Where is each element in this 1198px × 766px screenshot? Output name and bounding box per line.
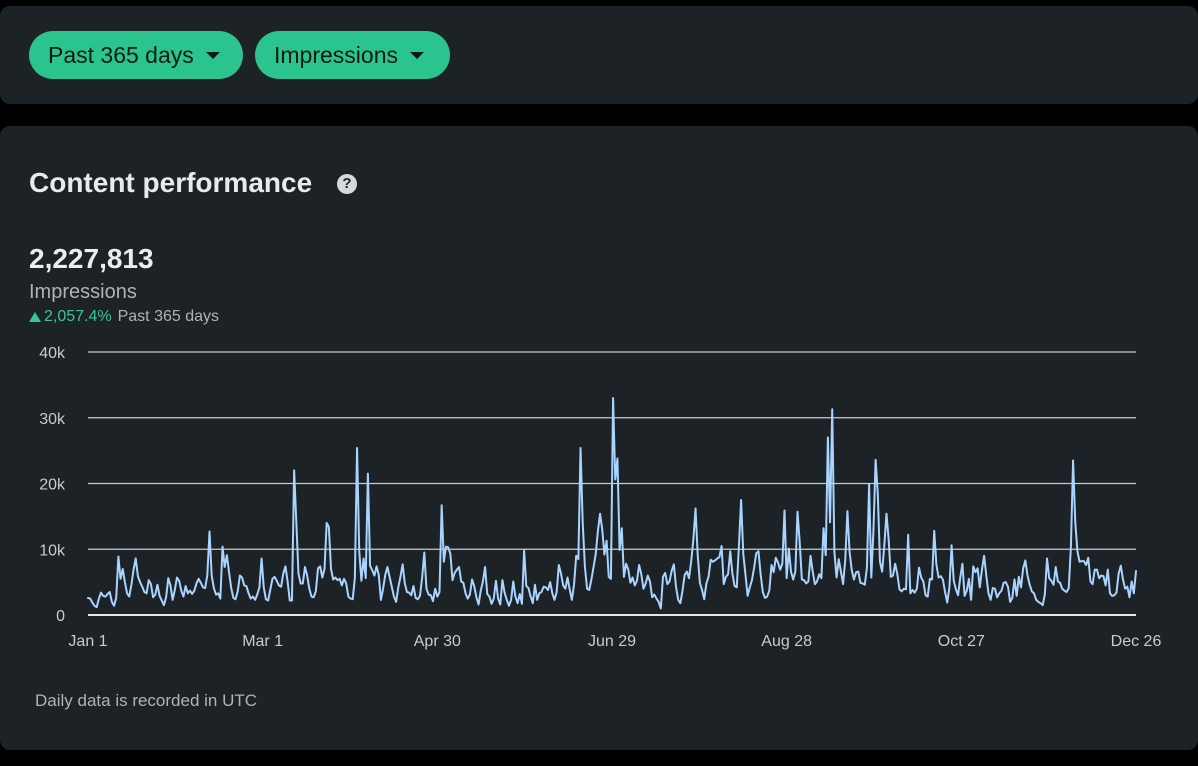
x-tick-label: Mar 1 — [242, 633, 283, 650]
metric-label: Impressions — [29, 281, 137, 303]
x-tick-label: Jun 29 — [588, 633, 636, 650]
x-tick-label: Oct 27 — [938, 633, 985, 650]
change-percent: 2,057.4% — [44, 308, 112, 325]
impressions-series-line — [87, 397, 1137, 610]
change-period: Past 365 days — [117, 308, 220, 325]
caret-down-icon — [409, 51, 424, 59]
y-tick-label: 30k — [39, 411, 66, 428]
question-circle-icon[interactable]: ? — [337, 174, 357, 194]
x-tick-label: Jan 1 — [68, 633, 107, 650]
date-range-dropdown[interactable]: Past 365 days — [29, 31, 243, 79]
footnote: Daily data is recorded in UTC — [35, 691, 258, 710]
metric-dropdown-label: Impressions — [274, 41, 398, 68]
metric-dropdown[interactable]: Impressions — [255, 31, 450, 79]
x-tick-label: Dec 26 — [1111, 633, 1162, 650]
y-tick-label: 10k — [39, 542, 66, 559]
y-tick-label: 40k — [39, 345, 66, 362]
card-title: Content performance — [29, 167, 313, 198]
x-tick-label: Aug 28 — [761, 633, 812, 650]
date-range-label: Past 365 days — [48, 41, 194, 68]
triangle-up-icon — [29, 312, 41, 322]
content-performance-card: Content performance ? 2,227,813 Impressi… — [0, 126, 1198, 750]
filter-bar: Past 365 days Impressions — [0, 6, 1198, 104]
impressions-line-chart: 0 10k 20k 30k 40k Jan 1 Mar 1 Apr 30 Jun 29 Aug … — [39, 345, 1162, 650]
total-impressions: 2,227,813 — [29, 243, 154, 274]
caret-down-icon — [205, 51, 220, 59]
change-row: 2,057.4% Past 365 days — [29, 308, 219, 326]
y-tick-label: 20k — [39, 477, 66, 494]
x-tick-label: Apr 30 — [414, 633, 461, 650]
y-tick-label: 0 — [56, 608, 65, 625]
